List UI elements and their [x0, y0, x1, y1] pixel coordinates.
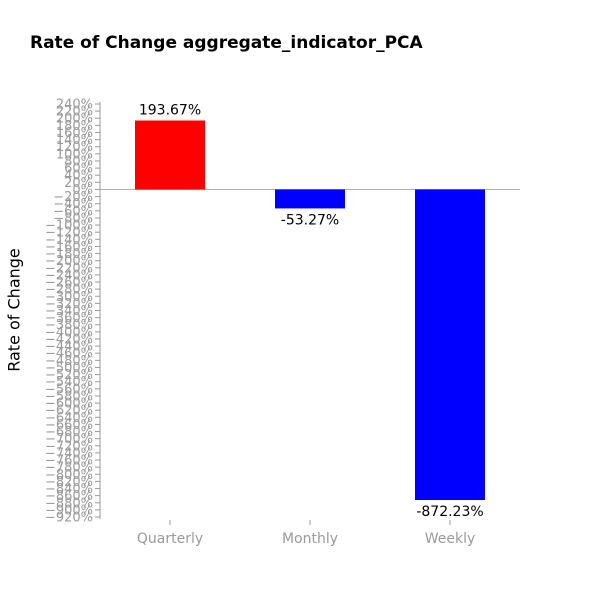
bar-monthly — [275, 189, 345, 209]
y-tick-label: −300% — [45, 290, 93, 305]
y-tick-label: −360% — [45, 311, 93, 326]
y-tick-label: 60% — [64, 162, 93, 177]
y-tick-label: −240% — [45, 268, 93, 283]
y-tick-label: −120% — [45, 226, 93, 241]
y-tick-label: −740% — [45, 446, 93, 461]
y-tick-label: −260% — [45, 276, 93, 291]
x-tick-label-quarterly: Quarterly — [137, 531, 203, 547]
y-tick-label: −720% — [45, 439, 93, 454]
y-tick-label: −140% — [45, 233, 93, 248]
y-tick-label: −180% — [45, 247, 93, 262]
y-tick-label: −20% — [53, 190, 93, 205]
y-tick-label: −560% — [45, 382, 93, 397]
y-tick-label: −100% — [45, 219, 93, 234]
y-tick-label: −280% — [45, 283, 93, 298]
y-tick-label: −340% — [45, 304, 93, 319]
x-tick-label-weekly: Weekly — [425, 531, 476, 547]
y-tick-label: 120% — [56, 140, 93, 155]
data-label-monthly: -53.27% — [281, 212, 339, 228]
y-tick-label: −800% — [45, 468, 93, 483]
y-tick-label: −80% — [53, 211, 93, 226]
y-tick-label: −860% — [45, 489, 93, 504]
y-tick-label: −420% — [45, 332, 93, 347]
y-tick-label: −600% — [45, 397, 93, 412]
bar-weekly — [415, 189, 485, 500]
chart-title: Rate of Change aggregate_indicator_PCA — [30, 33, 423, 53]
y-tick-label: 80% — [64, 154, 93, 169]
y-tick-label: −680% — [45, 425, 93, 440]
y-tick-label: −160% — [45, 240, 93, 255]
y-tick-label: 0% — [72, 183, 93, 198]
y-tick-label: −760% — [45, 454, 93, 469]
y-tick-label: −660% — [45, 418, 93, 433]
y-tick-label: 160% — [56, 126, 93, 141]
y-tick-label: −520% — [45, 368, 93, 383]
y-tick-label: −780% — [45, 461, 93, 476]
y-tick-label: −640% — [45, 411, 93, 426]
y-tick-label: 40% — [64, 169, 93, 184]
y-tick-label: −820% — [45, 475, 93, 490]
y-tick-label: −460% — [45, 347, 93, 362]
y-tick-label: −500% — [45, 361, 93, 376]
y-tick-label: −440% — [45, 340, 93, 355]
y-tick-label: −320% — [45, 297, 93, 312]
y-tick-label: −580% — [45, 389, 93, 404]
y-tick-label: 240% — [56, 98, 93, 113]
data-label-quarterly: 193.67% — [139, 102, 201, 118]
y-tick-label: −840% — [45, 482, 93, 497]
y-tick-label: −540% — [45, 375, 93, 390]
y-tick-label: −620% — [45, 404, 93, 419]
y-tick-label: −920% — [45, 511, 93, 526]
y-tick-label: −480% — [45, 354, 93, 369]
data-label-weekly: -872.23% — [416, 504, 483, 520]
bar-quarterly — [135, 120, 205, 190]
y-tick-label: 220% — [56, 105, 93, 120]
y-tick-label: −220% — [45, 261, 93, 276]
y-tick-label: 180% — [56, 119, 93, 134]
y-tick-label: −700% — [45, 432, 93, 447]
y-tick-label: 140% — [56, 133, 93, 148]
y-tick-label: 100% — [56, 147, 93, 162]
y-tick-label: 200% — [56, 112, 93, 127]
y-tick-label: −880% — [45, 496, 93, 511]
y-tick-label: −400% — [45, 325, 93, 340]
y-tick-label: 20% — [64, 176, 93, 191]
y-tick-label: −40% — [53, 197, 93, 212]
y-tick-label: −60% — [53, 204, 93, 219]
y-tick-label: −380% — [45, 318, 93, 333]
x-tick-label-monthly: Monthly — [282, 531, 338, 547]
y-tick-label: −900% — [45, 503, 93, 518]
y-tick-label: −200% — [45, 254, 93, 269]
